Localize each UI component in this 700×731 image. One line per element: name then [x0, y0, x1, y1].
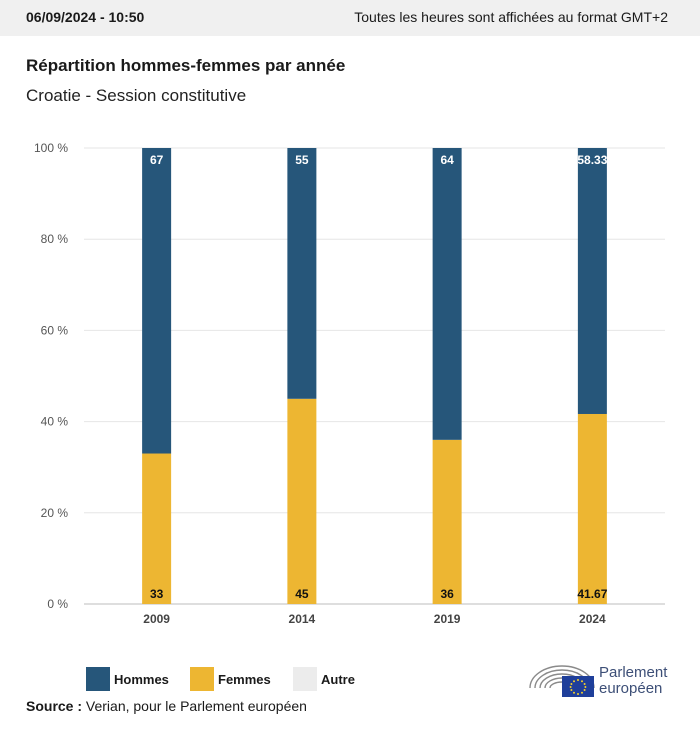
legend-label-autre: Autre	[321, 672, 355, 687]
logo-line-1: Parlement	[599, 664, 668, 681]
data-label-femmes: 36	[440, 587, 454, 601]
hemicycle-logo-icon	[529, 665, 595, 697]
data-label-hommes: 55	[295, 153, 309, 167]
source-note: Source : Verian, pour le Parlement europ…	[26, 698, 307, 714]
bar-hommes-2019	[432, 148, 462, 440]
timezone-note: Toutes les heures sont affichées au form…	[354, 9, 668, 25]
data-label-femmes: 33	[150, 587, 164, 601]
bar-hommes-2024	[577, 148, 607, 414]
data-label-hommes: 67	[150, 153, 164, 167]
x-tick-label: 2014	[289, 612, 316, 626]
bar-femmes-2024	[577, 413, 607, 604]
source-text: Verian, pour le Parlement européen	[85, 698, 307, 714]
data-label-hommes: 58.33	[577, 153, 607, 167]
timestamp: 06/09/2024 - 10:50	[26, 9, 145, 25]
bar-femmes-2009	[142, 453, 172, 604]
legend-swatch-femmes	[190, 667, 214, 691]
y-tick-label: 60 %	[41, 323, 69, 337]
y-tick-label: 20 %	[41, 506, 69, 520]
x-tick-label: 2019	[434, 612, 461, 626]
top-bar: 06/09/2024 - 10:50 Toutes les heures son…	[0, 0, 700, 36]
data-label-femmes: 41.67	[577, 587, 607, 601]
x-tick-label: 2009	[143, 612, 170, 626]
x-tick-label: 2024	[579, 612, 606, 626]
chart-title: Répartition hommes-femmes par année	[26, 56, 346, 75]
legend-label-hommes: Hommes	[114, 672, 169, 687]
bar-femmes-2019	[432, 439, 462, 604]
legend-swatch-hommes	[86, 667, 110, 691]
parliament-logo: Parlement européen	[528, 660, 688, 700]
y-tick-label: 40 %	[41, 415, 69, 429]
data-label-femmes: 45	[295, 587, 309, 601]
legend-swatch-autre	[293, 667, 317, 691]
y-tick-label: 100 %	[34, 141, 68, 155]
source-label: Source :	[26, 698, 83, 714]
stacked-bar-chart: 0 % 20 % 40 % 60 % 80 % 100 % 67 33 2009 55 45 2014…	[34, 141, 665, 626]
bar-hommes-2009	[142, 148, 172, 454]
logo-line-2: européen	[599, 680, 663, 697]
bar-femmes-2014	[287, 398, 317, 604]
bar-hommes-2014	[287, 148, 317, 399]
y-tick-label: 80 %	[41, 232, 69, 246]
y-tick-label: 0 %	[47, 597, 68, 611]
chart-subtitle: Croatie - Session constitutive	[26, 86, 247, 105]
data-label-hommes: 64	[440, 153, 454, 167]
legend-label-femmes: Femmes	[218, 672, 271, 687]
